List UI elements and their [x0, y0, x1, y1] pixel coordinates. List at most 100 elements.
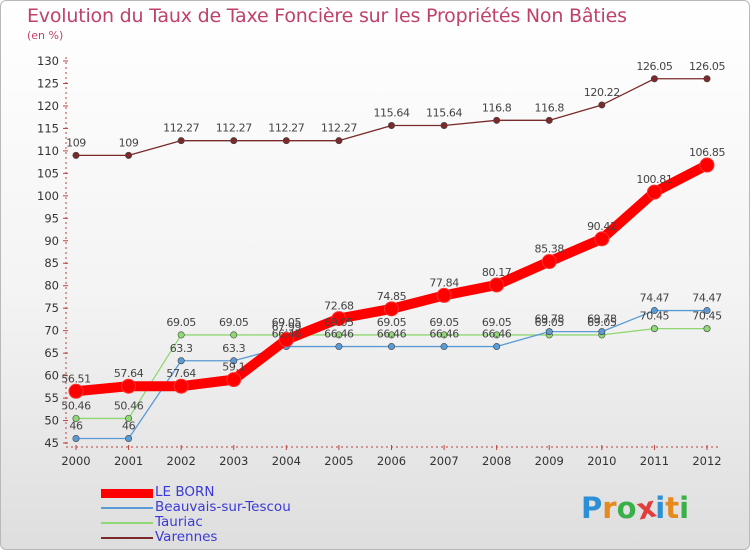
data-label: 69.05: [587, 316, 617, 329]
data-point: [125, 151, 133, 159]
data-point: [436, 287, 452, 303]
data-point: [493, 331, 501, 339]
data-label: 69.05: [429, 316, 459, 329]
y-tick-label: 65: [44, 346, 59, 360]
y-tick-label: 125: [37, 76, 59, 90]
data-label: 69.05: [272, 316, 302, 329]
logo-letter: i: [679, 491, 690, 525]
y-tick-label: 130: [37, 54, 59, 68]
data-point: [440, 331, 448, 339]
data-label: 66.46: [429, 328, 459, 341]
data-point: [230, 137, 238, 145]
logo-letter: t: [665, 491, 680, 525]
data-point: [387, 343, 395, 351]
data-point: [545, 116, 553, 124]
proxiti-logo: Proxiti: [581, 489, 690, 526]
legend-swatch: [101, 488, 153, 498]
legend-label: LE BORN: [155, 484, 215, 500]
y-tick-label: 105: [37, 166, 59, 180]
data-point: [545, 328, 553, 336]
data-point: [335, 343, 343, 351]
data-label: 109: [66, 136, 86, 149]
data-label: 46: [69, 420, 83, 433]
y-tick-label: 60: [44, 369, 59, 383]
chart-title: Evolution du Taux de Taxe Foncière sur l…: [27, 5, 627, 27]
x-tick-label: 2001: [114, 454, 143, 468]
y-tick-label: 55: [44, 391, 59, 405]
data-label: 100.81: [636, 173, 672, 186]
data-label: 63.3: [170, 342, 193, 355]
data-label: 57.64: [114, 367, 144, 380]
data-point: [331, 311, 347, 327]
data-point: [387, 122, 395, 130]
data-point: [125, 414, 133, 422]
data-point: [335, 331, 343, 339]
legend-label: Tauriac: [155, 514, 203, 530]
data-label: 74.85: [377, 290, 407, 303]
y-tick-label: 110: [37, 144, 59, 158]
x-tick-label: 2009: [535, 454, 564, 468]
data-point: [650, 325, 658, 333]
data-point: [230, 357, 238, 365]
data-label: 116.8: [535, 101, 565, 114]
data-label: 57.64: [166, 367, 196, 380]
data-point: [72, 435, 80, 443]
data-label: 69.78: [535, 313, 565, 326]
data-point: [594, 231, 610, 247]
data-point: [650, 75, 658, 83]
y-tick-label: 70: [44, 324, 59, 338]
data-point: [703, 307, 711, 315]
data-label: 126.05: [636, 60, 672, 73]
legend-label: Beauvais-sur-Tescou: [155, 499, 291, 515]
data-label: 116.8: [482, 101, 512, 114]
y-tick-label: 90: [44, 234, 59, 248]
logo-letter: o: [616, 491, 637, 525]
data-point: [72, 151, 80, 159]
data-label: 72.68: [324, 300, 354, 313]
data-point: [440, 343, 448, 351]
data-label: 70.45: [640, 310, 670, 323]
data-point: [598, 328, 606, 336]
data-point: [650, 307, 658, 315]
data-point: [72, 414, 80, 422]
data-point: [387, 331, 395, 339]
x-tick-label: 2008: [482, 454, 511, 468]
data-point: [335, 137, 343, 145]
legend-label: Varennes: [155, 529, 218, 545]
data-label: 106.85: [689, 146, 725, 159]
data-point: [598, 101, 606, 109]
legend-swatch: [101, 507, 153, 509]
data-label: 115.64: [426, 107, 462, 120]
data-point: [541, 254, 557, 270]
data-label: 74.47: [692, 292, 722, 305]
data-label: 112.27: [321, 122, 357, 135]
data-point: [177, 331, 185, 339]
x-tick-label: 2000: [61, 454, 90, 468]
data-label: 50.46: [61, 399, 91, 412]
data-label: 69.05: [377, 316, 407, 329]
data-point: [493, 116, 501, 124]
x-tick-label: 2010: [587, 454, 616, 468]
data-point: [282, 137, 290, 145]
series-line: [71, 160, 712, 397]
data-label: 112.27: [163, 122, 199, 135]
data-label: 70.45: [692, 310, 722, 323]
x-tick-label: 2012: [692, 454, 721, 468]
data-label: 77.84: [429, 276, 459, 289]
data-label: 120.22: [584, 86, 620, 99]
data-point: [230, 331, 238, 339]
data-point: [493, 343, 501, 351]
y-tick-label: 50: [44, 414, 59, 428]
x-tick-label: 2005: [324, 454, 353, 468]
y-tick-label: 45: [44, 436, 59, 450]
data-label: 109: [119, 136, 139, 149]
x-tick-label: 2004: [272, 454, 301, 468]
data-label: 67.99: [272, 321, 302, 334]
x-tick-label: 2011: [640, 454, 669, 468]
data-point: [703, 325, 711, 333]
data-label: 112.27: [216, 122, 252, 135]
y-tick-label: 120: [37, 99, 59, 113]
data-point: [646, 184, 662, 200]
x-tick-label: 2007: [429, 454, 458, 468]
